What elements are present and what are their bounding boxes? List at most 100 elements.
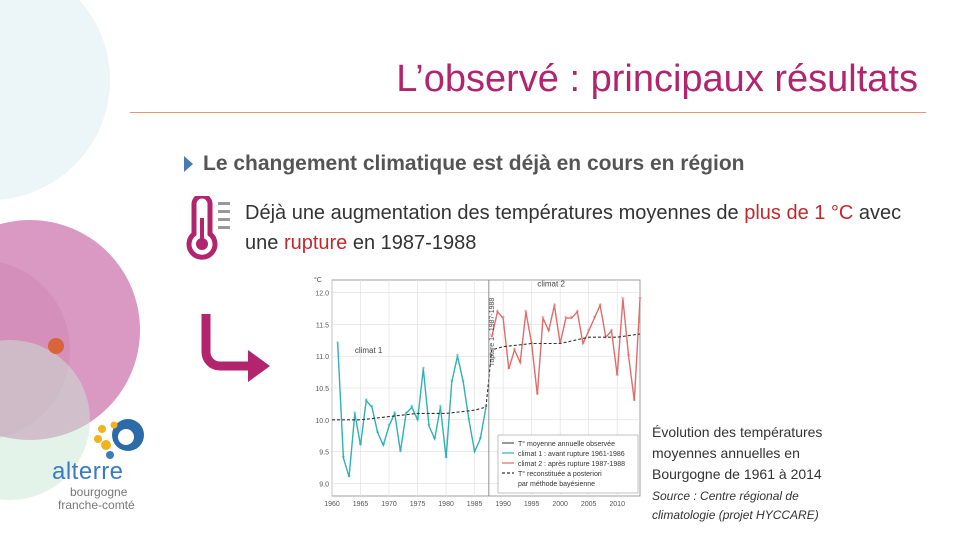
logo-subtitle-1: bourgogne (70, 485, 128, 499)
data-point: * (370, 404, 374, 412)
data-point: * (615, 372, 619, 380)
sub-text-highlight2: rupture (283, 232, 348, 254)
sub-bullet-text: Déjà une augmentation des températures m… (245, 198, 915, 258)
data-point: * (610, 327, 614, 335)
data-point: * (347, 473, 351, 481)
data-point: * (479, 435, 483, 443)
legend-entry: T° moyenne annuelle observée (518, 440, 615, 448)
data-point: * (604, 334, 608, 342)
data-point: * (461, 378, 465, 386)
data-point: * (399, 448, 403, 456)
chart-source: Source : Centre régional de climatologie… (652, 489, 819, 522)
data-point: * (433, 435, 437, 443)
data-point: * (524, 308, 528, 316)
data-point: * (593, 315, 597, 323)
data-point: * (439, 404, 443, 412)
data-point: * (336, 340, 340, 348)
data-point: * (364, 397, 368, 405)
data-point: * (553, 302, 557, 310)
data-point: * (422, 365, 426, 373)
y-tick-label: 9.0 (319, 481, 329, 488)
main-bullet: Le changement climatique est déjà en cou… (184, 152, 744, 176)
legend-entry: climat 2 : après rupture 1987-1988 (518, 461, 625, 468)
chart-caption: Évolution des températures moyennes annu… (652, 424, 823, 482)
data-point: * (456, 353, 460, 361)
data-point: * (450, 378, 454, 386)
data-point: * (393, 410, 397, 418)
legend-entry: T° reconstituée a posteriori (518, 470, 602, 478)
data-point: * (547, 327, 551, 335)
alterre-logo-icon (94, 419, 144, 459)
climat2-label: climat 2 (537, 279, 565, 288)
data-point: * (581, 340, 585, 348)
climat1-label: climat 1 (355, 346, 383, 355)
data-point: * (404, 410, 408, 418)
data-point: * (484, 404, 488, 412)
temperature-chart: 9.0 9.5 10.0 10.5 11.0 11.5 12.0 1960 1965 1970 19… (314, 276, 642, 508)
x-tick-label: 2005 (581, 501, 597, 508)
x-tick-label: 1970 (381, 501, 397, 508)
data-point: * (513, 346, 517, 354)
data-point: * (570, 315, 574, 323)
data-point: * (638, 296, 642, 304)
logo-subtitle-2: franche-comté (58, 498, 135, 512)
data-point: * (627, 353, 631, 361)
x-tick-label: 2010 (609, 501, 625, 508)
data-point: * (564, 315, 568, 323)
y-tick-label: 12.0 (315, 291, 329, 298)
data-point: * (467, 416, 471, 424)
data-point: * (558, 340, 562, 348)
y-tick-label: 10.5 (315, 386, 329, 393)
x-tick-label: 1985 (467, 501, 483, 508)
data-point: * (342, 454, 346, 462)
data-point: * (587, 327, 591, 335)
y-axis-unit: °C (314, 276, 322, 284)
x-tick-label: 1965 (353, 501, 369, 508)
data-point: * (359, 442, 363, 450)
y-tick-label: 11.0 (316, 354, 329, 361)
data-point: * (576, 308, 580, 316)
title-divider (130, 112, 926, 113)
thermometer-icon (186, 196, 230, 260)
x-tick-label: 2000 (552, 501, 568, 508)
data-point: * (501, 315, 505, 323)
x-tick-label: 1990 (495, 501, 511, 508)
x-tick-label: 1975 (410, 501, 426, 508)
series-line-2 (332, 333, 641, 421)
data-point: * (496, 308, 500, 316)
sub-text-highlight1: plus de 1 °C (744, 202, 854, 224)
data-point: * (444, 454, 448, 462)
data-point: * (490, 334, 494, 342)
data-point: * (598, 302, 602, 310)
series-line-0 (337, 343, 487, 478)
logo-name: alterre (52, 458, 124, 485)
data-point: * (507, 365, 511, 373)
data-point: * (621, 296, 625, 304)
legend-entry: par méthode bayésienne (518, 481, 595, 488)
y-tick-label: 9.5 (319, 450, 329, 457)
sub-text-part3: en 1987-1988 (347, 232, 477, 254)
legend-box (497, 434, 639, 494)
page-title: L’observé : principaux résultats (396, 58, 918, 100)
rupture-label: rupture 1 : 1987-1988 (489, 298, 496, 365)
sub-text-part1: Déjà une augmentation des températures m… (245, 202, 745, 224)
legend-entry: climat 1 : avant rupture 1961-1986 (518, 451, 625, 458)
x-tick-label: 1995 (524, 501, 540, 508)
data-point: * (376, 429, 380, 437)
data-point: * (410, 404, 414, 412)
data-point: * (473, 448, 477, 456)
data-point: * (530, 340, 534, 348)
data-point: * (427, 423, 431, 431)
data-point: * (518, 359, 522, 367)
bullet-text: Le changement climatique est déjà en cou… (203, 152, 745, 175)
y-tick-label: 10.0 (315, 418, 329, 425)
x-tick-label: 1960 (324, 501, 340, 508)
data-point: * (387, 423, 391, 431)
sub-text-part2: avec une (245, 202, 902, 254)
bullet-arrow-icon (184, 156, 193, 172)
data-point: * (633, 397, 637, 405)
x-tick-label: 1980 (438, 501, 454, 508)
turn-arrow-icon (201, 314, 270, 382)
y-tick-label: 11.5 (316, 322, 329, 329)
